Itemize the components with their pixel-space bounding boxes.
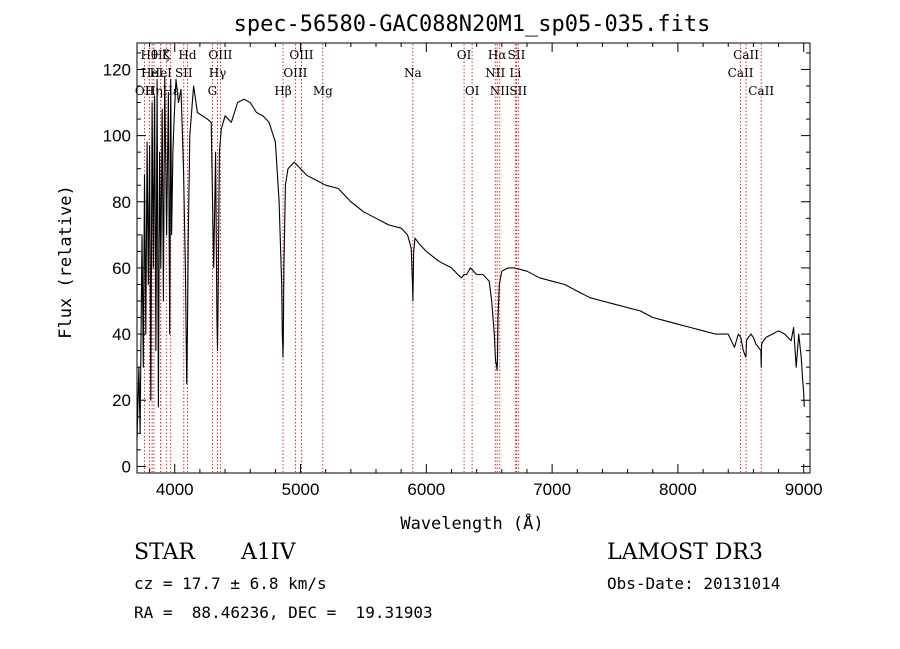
x-tick-label: 5000 [282,480,320,499]
spectral-line-label-26: CaII [728,66,754,80]
axis-ticks: 4000 5000 6000 7000 8000 9000 0 20 40 60 80 100 120 [103,43,823,499]
spectral-line-label-6: K [162,48,172,62]
spectral-line-label-2: HeI [141,66,164,80]
spectral-line-label-24: SII [508,48,526,62]
x-axis-label: Wavelength (Å) [400,512,543,534]
chart-title: spec-56580-GAC088N20M1_sp05-035.fits [234,12,711,37]
y-tick-label: 40 [112,325,131,344]
spectral-line-label-12: OIII [208,48,232,62]
spectral-line-label-23: Li [509,66,521,80]
spectral-line-label-19: OI [465,84,480,98]
redshift-readout: cz = 17.7 ± 6.8 km/s [134,574,327,593]
spectral-line-label-10: G [208,84,218,98]
coordinates: RA = 88.46236, DEC = 19.31903 [134,603,433,622]
y-axis-label: Flux (relative) [56,185,76,339]
spectral-line-label-21: Hα [488,48,507,62]
spectral-line-label-27: CaII [733,48,759,62]
spectral-line-label-5: HeI [150,66,173,80]
x-tick-label: 9000 [785,480,823,499]
y-tick-label: 20 [112,391,131,410]
survey-name: LAMOST DR3 [607,540,763,565]
spectral-line-label-13: Hβ [274,84,291,98]
spectral-line-label-28: CaII [748,84,774,98]
spectral-line-label-16: Mg [313,84,333,98]
y-tick-label: 60 [112,259,131,278]
plot-frame [136,42,811,474]
spectral-line-label-18: OI [457,48,472,62]
spectral-line-markers: OIIHθHeIHηHζHeIKHεSIIHdGHγOIIIHβOIIIOIII… [135,44,774,472]
spectral-line-label-11: Hγ [209,66,227,80]
x-tick-label: 4000 [156,480,194,499]
obs-date: Obs-Date: 20131014 [607,574,781,593]
spectral-line-label-25: SII [509,84,527,98]
x-tick-label: 6000 [407,480,445,499]
spectral-line-label-14: OIII [283,66,307,80]
y-tick-label: 80 [112,193,131,212]
spectral-line-label-3: Hη [145,84,163,98]
spectral-line-label-8: SII [175,66,193,80]
x-tick-label: 7000 [533,480,571,499]
spectral-line-label-20: NII [485,66,505,80]
y-tick-label: 0 [122,457,131,476]
x-tick-label: 8000 [659,480,697,499]
spectral-line-label-17: Na [404,66,422,80]
y-tick-label: 100 [103,127,131,146]
object-class: STAR [134,540,195,565]
spectrum-line [136,75,805,440]
object-subclass: A1IV [241,540,296,565]
spectral-line-label-9: Hd [178,48,196,62]
spectrum-series [136,75,805,440]
spectral-line-label-15: OIII [289,48,313,62]
spectral-line-label-22: NII [490,84,510,98]
y-tick-label: 120 [103,60,131,79]
